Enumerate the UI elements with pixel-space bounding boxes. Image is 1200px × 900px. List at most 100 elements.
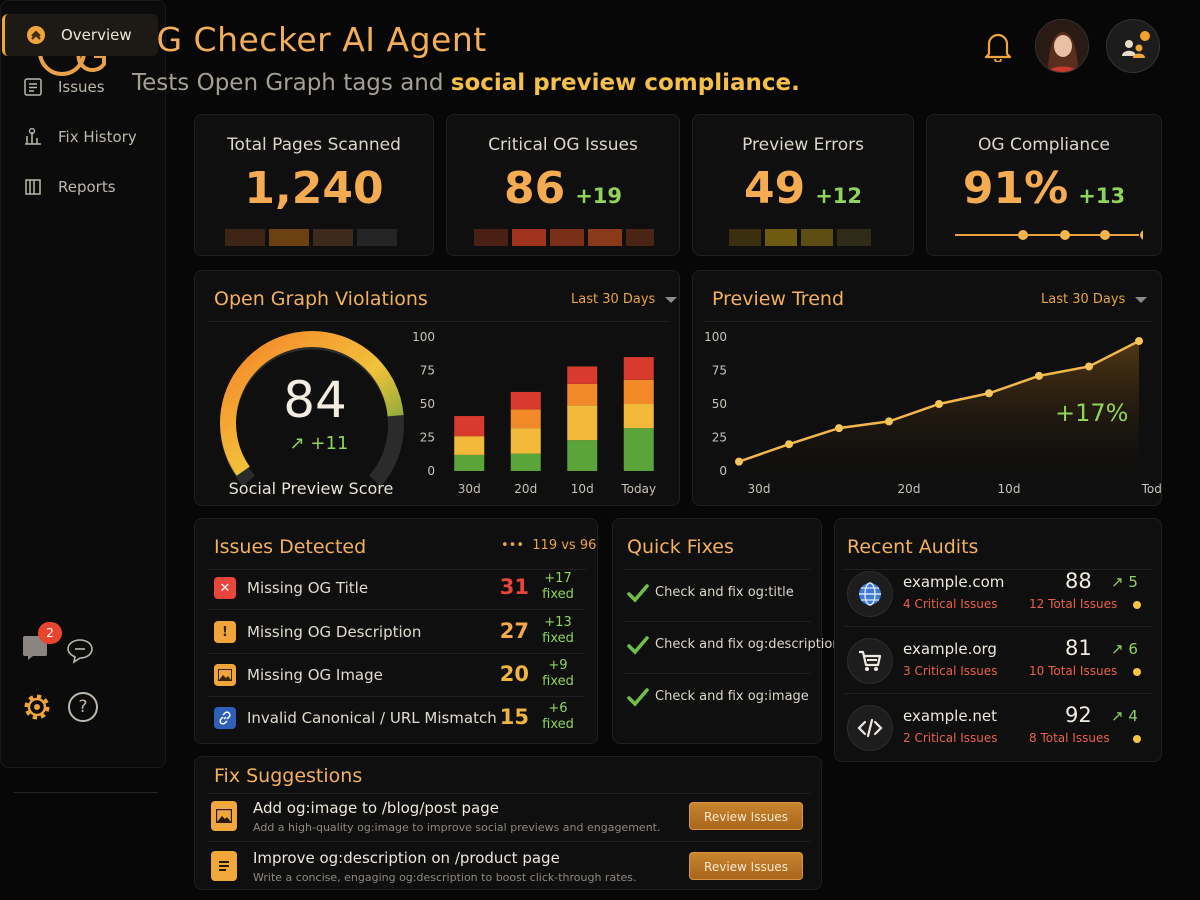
trend-up-icon: ↗ <box>289 433 305 454</box>
quick-fixes-panel: Quick Fixes Check and fix og:title Check… <box>612 518 841 744</box>
quick-fixes-title: Quick Fixes <box>627 536 734 558</box>
status-dot <box>1133 735 1141 743</box>
settings-button[interactable] <box>22 692 52 722</box>
app-subtitle: Tests Open Graph tags and social preview… <box>132 70 800 96</box>
sidebar-item-issues[interactable]: Issues <box>2 66 158 108</box>
divider <box>705 321 1151 322</box>
audit-trend-value: 4 <box>1128 707 1138 725</box>
sidebar: Overview Issues Fix History Reports 2 ? <box>0 0 166 793</box>
sidebar-item-reports[interactable]: Reports <box>2 166 158 208</box>
more-icon[interactable]: ••• <box>501 538 525 553</box>
audit-critical: 3 Critical Issues <box>903 664 998 678</box>
audit-total: 8 Total Issues <box>1029 731 1110 745</box>
audit-score: 88 <box>1065 569 1092 593</box>
trend-point <box>885 417 893 426</box>
bar-segment <box>623 357 654 380</box>
bar-segment <box>510 428 541 454</box>
bar-segment <box>623 404 654 429</box>
issue-delta-value: +9 <box>548 658 568 673</box>
quick-fix-item[interactable]: Check and fix og:image <box>625 673 823 725</box>
review-issues-button[interactable]: Review Issues <box>689 802 803 830</box>
divider <box>625 621 811 622</box>
kpi-title: OG Compliance <box>977 135 1111 155</box>
avatar-portrait-icon <box>1036 20 1088 72</box>
link-icon <box>214 707 236 729</box>
kpi-title: Total Pages Scanned <box>227 135 401 155</box>
kpi-heat-strip <box>225 229 405 246</box>
audits-title: Recent Audits <box>847 536 979 558</box>
y-tick-label: 50 <box>420 397 435 411</box>
issues-summary: ••• 119 vs 96 <box>501 538 596 553</box>
sidebar-divider <box>14 792 158 793</box>
y-tick-label: 100 <box>413 330 435 344</box>
quick-fix-item[interactable]: Check and fix og:description <box>625 621 841 673</box>
trend-range-select[interactable]: Last 30 Days <box>1041 292 1148 307</box>
bar-segment <box>510 453 541 471</box>
y-tick-label: 0 <box>427 464 435 478</box>
range-label: Last 30 Days <box>571 292 656 307</box>
image-icon <box>214 664 236 686</box>
violations-range-select[interactable]: Last 30 Days <box>571 292 678 307</box>
kpi-total-pages: Total Pages Scanned 1,240 <box>194 114 434 256</box>
x-tick-label: 10d <box>571 482 594 496</box>
x-tick-label: 30d <box>748 482 771 496</box>
audit-domain: example.org <box>903 640 997 658</box>
bar-segment <box>454 416 485 437</box>
team-button[interactable] <box>1106 19 1160 73</box>
trend-up-icon: ↗ <box>1111 573 1124 591</box>
gear-icon <box>24 694 50 720</box>
kpi-value: 91% <box>962 163 1069 214</box>
issues-summary-text: 119 vs 96 <box>532 538 597 553</box>
trend-change: +17% <box>1055 399 1129 427</box>
audit-row-example-net[interactable]: example.net 2 Critical Issues 92 8 Total… <box>843 695 1153 761</box>
violations-panel: Open Graph Violations Last 30 Days 84 ↗ … <box>194 270 680 506</box>
bar-segment <box>510 409 541 429</box>
issue-row-missing-title[interactable]: ✕ Missing OG Title 31 +17 fixed <box>207 567 585 610</box>
issue-delta: +6 fixed <box>541 701 575 733</box>
globe-icon <box>847 571 893 617</box>
score-delta-value: +11 <box>310 433 349 454</box>
score-label: Social Preview Score <box>228 479 394 498</box>
bar-segment <box>567 366 598 384</box>
x-tick-label: 20d <box>898 482 921 496</box>
issue-label: Missing OG Description <box>247 623 422 641</box>
status-dot <box>1133 668 1141 676</box>
audit-trend: ↗ 4 <box>1111 707 1138 725</box>
trend-point <box>785 440 793 449</box>
user-avatar[interactable] <box>1035 19 1089 73</box>
issue-delta: +9 fixed <box>541 658 575 690</box>
divider <box>207 841 811 842</box>
help-button[interactable]: ? <box>68 692 98 722</box>
sidebar-item-label: Issues <box>58 78 105 96</box>
checkmark-icon <box>627 636 649 655</box>
sidebar-item-fix-history[interactable]: Fix History <box>2 116 158 158</box>
issue-row-missing-image[interactable]: Missing OG Image 20 +9 fixed <box>207 654 585 697</box>
divider <box>207 793 811 794</box>
audit-critical: 4 Critical Issues <box>903 597 998 611</box>
bell-icon[interactable] <box>984 30 1012 62</box>
checkmark-icon <box>627 688 649 707</box>
trend-point <box>985 389 993 398</box>
quick-fix-item[interactable]: Check and fix og:title <box>625 569 823 621</box>
app-title: OG Checker AI Agent <box>130 20 487 59</box>
issue-row-missing-description[interactable]: ! Missing OG Description 27 +13 fixed <box>207 611 585 654</box>
issue-label: Missing OG Title <box>247 579 369 597</box>
image-icon <box>211 801 237 831</box>
sidebar-item-overview[interactable]: Overview <box>2 14 158 56</box>
audit-row-example-com[interactable]: example.com 4 Critical Issues 88 12 Tota… <box>843 561 1153 627</box>
audit-row-example-org[interactable]: example.org 3 Critical Issues 81 10 Tota… <box>843 628 1153 694</box>
chat-button[interactable] <box>66 638 94 664</box>
kpi-heat-strip <box>474 229 654 246</box>
cart-icon <box>847 638 893 684</box>
x-tick-label: 10d <box>998 482 1021 496</box>
chat-icon <box>67 639 93 664</box>
trend-point <box>1135 337 1143 346</box>
fix-suggestion-desc: Write a concise, engaging og:description… <box>253 871 637 884</box>
checkmark-icon <box>627 584 649 603</box>
audit-total: 10 Total Issues <box>1029 664 1118 678</box>
review-issues-button[interactable]: Review Issues <box>689 852 803 880</box>
quick-fix-label: Check and fix og:title <box>655 585 794 600</box>
help-icon: ? <box>78 697 88 717</box>
issue-row-invalid-canonical[interactable]: Invalid Canonical / URL Mismatch 15 +6 fi… <box>207 697 585 740</box>
status-dot <box>1133 601 1141 609</box>
